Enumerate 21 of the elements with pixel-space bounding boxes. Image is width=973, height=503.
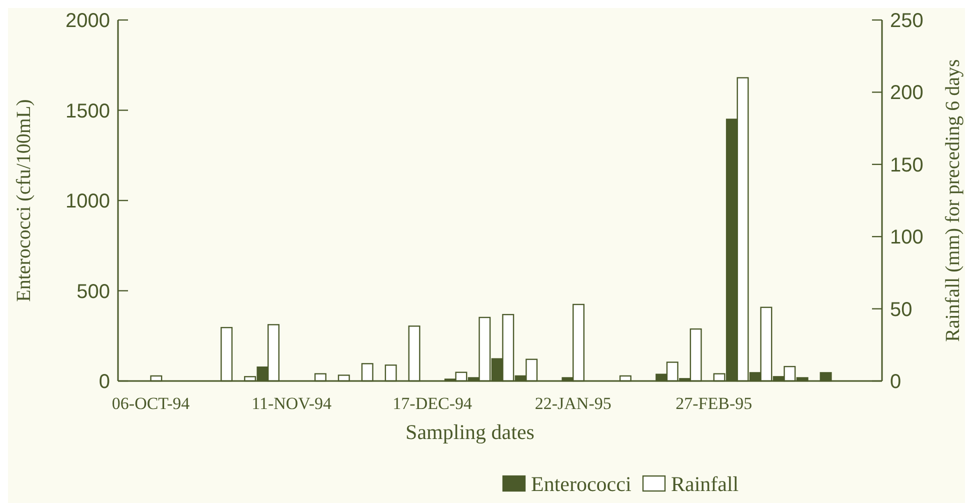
y-tick-label: 1000 bbox=[66, 190, 110, 212]
y-axis-title: Enterococci (cfu/100mL) bbox=[13, 99, 35, 302]
x-tick-label: 17-DEC-94 bbox=[392, 394, 472, 413]
x-tick-label: 22-JAN-95 bbox=[534, 394, 612, 413]
y2-tick-label: 0 bbox=[890, 371, 902, 393]
y2-tick-label: 50 bbox=[890, 298, 912, 321]
y2-tick-label: 150 bbox=[890, 154, 924, 176]
y2-tick-label: 250 bbox=[890, 10, 924, 32]
x-axis-title: Sampling dates bbox=[406, 420, 534, 444]
y2-tick-label: 100 bbox=[890, 226, 924, 249]
x-tick-label: 06-OCT-94 bbox=[112, 394, 190, 413]
legend-label: Enterococci bbox=[531, 472, 632, 496]
y-tick-label: 500 bbox=[76, 280, 110, 303]
x-tick-label: 11-NOV-94 bbox=[252, 394, 332, 413]
y-tick-label: 1500 bbox=[66, 100, 110, 122]
y2-axis-title: Rainfall (mm) for preceding 6 days bbox=[942, 58, 964, 342]
y-tick-label: 0 bbox=[98, 371, 110, 393]
legend-label: Rainfall bbox=[671, 472, 739, 496]
y-tick-label: 2000 bbox=[66, 10, 110, 32]
y2-tick-label: 200 bbox=[890, 82, 924, 104]
x-tick-label: 27-FEB-95 bbox=[676, 394, 752, 413]
